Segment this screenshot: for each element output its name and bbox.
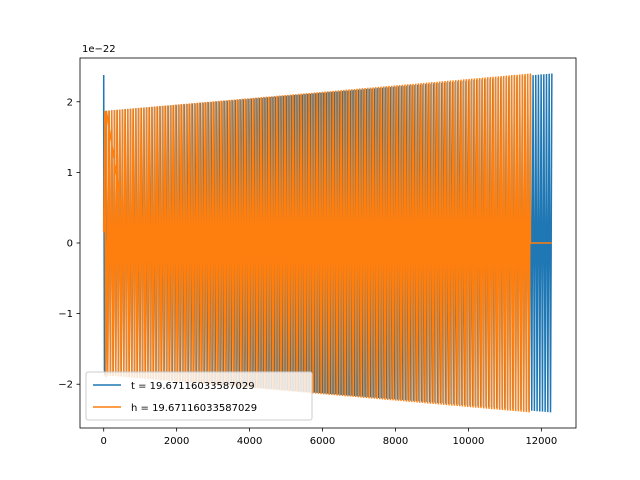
x-tick-label: 10000 [453,436,485,447]
x-tick-label: 2000 [164,436,189,447]
legend: t = 19.67116033587029 h = 19.67116033587… [85,371,313,421]
x-tick-label: 4000 [237,436,262,447]
y-axis-ticks: −2 −1 0 1 2 [58,97,80,391]
y-tick-label: −2 [58,380,73,391]
x-tick-label: 8000 [383,436,408,447]
x-tick-label: 0 [101,436,107,447]
x-tick-label: 6000 [310,436,335,447]
y-tick-label: 1 [67,168,73,179]
y-tick-label: 2 [67,97,73,108]
series-line-h [102,73,552,413]
x-axis-ticks: 0 2000 4000 6000 8000 10000 12000 [101,428,557,447]
y-tick-label: −1 [58,309,73,320]
y-offset-label: 1e−22 [82,44,116,55]
y-tick-label: 0 [67,239,73,250]
series-layer [102,73,553,413]
legend-frame [85,371,313,421]
legend-label-h: h = 19.67116033587029 [131,403,257,414]
plot-area [102,73,553,413]
legend-label-t: t = 19.67116033587029 [131,381,255,392]
x-tick-label: 12000 [525,436,557,447]
